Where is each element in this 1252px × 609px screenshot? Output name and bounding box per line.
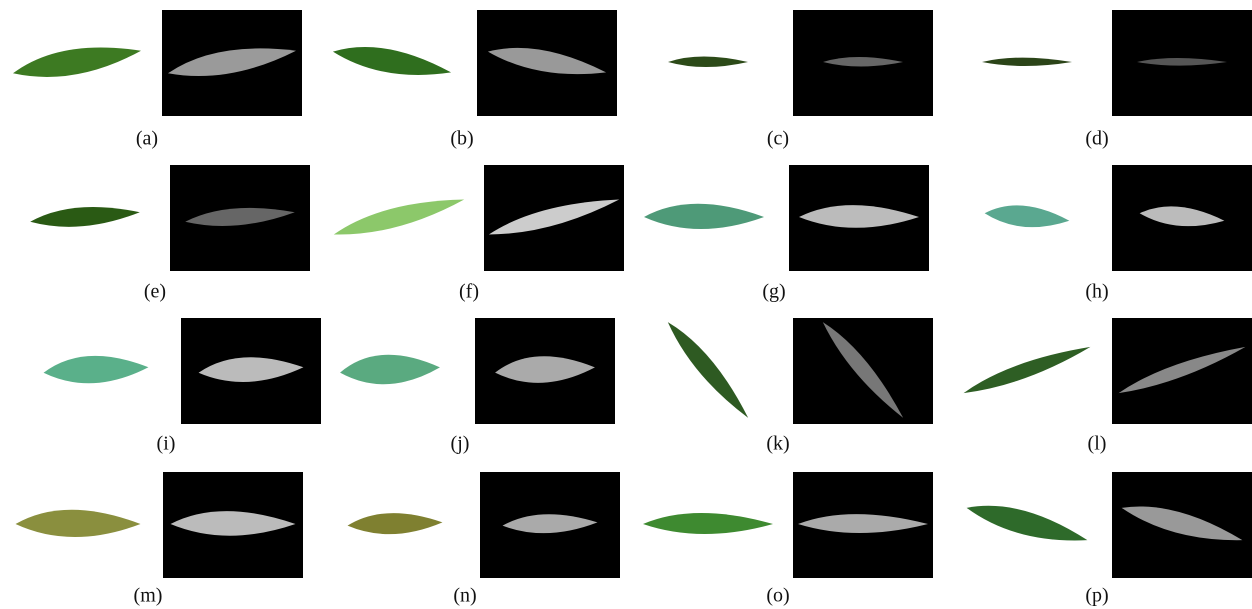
panel-label: (n) <box>453 585 476 607</box>
leaf-photo <box>961 340 1093 400</box>
panel-label: (i) <box>157 433 176 455</box>
leaf-photo <box>339 352 440 387</box>
panel-label: (j) <box>451 433 470 455</box>
panel-label: (h) <box>1085 281 1108 303</box>
panel-label: (k) <box>766 433 789 455</box>
leaf-photo <box>668 57 748 68</box>
figure: (a) (b) (c) (d) (e) (f) (g) (h) (i) (j) (k) (l) (m) (… <box>0 0 1252 609</box>
leaf-photo <box>984 202 1071 230</box>
leaf-photo <box>16 510 141 537</box>
panel-label: (p) <box>1085 585 1108 607</box>
panel-label: (l) <box>1088 433 1107 455</box>
leaf-photo <box>982 58 1072 66</box>
panel-label: (a) <box>136 128 158 150</box>
panel-label: (c) <box>767 128 789 150</box>
leaf-photo <box>662 316 755 423</box>
leaf-photo <box>331 40 453 84</box>
panel-label: (b) <box>450 128 473 150</box>
panel-label: (f) <box>459 281 479 303</box>
leaf-photo <box>43 353 149 386</box>
page: (a) (b) (c) (d) (e) (f) (g) (h) (i) (j) (k) (l) (m) (… <box>0 0 1252 609</box>
leaf-photo <box>11 38 143 85</box>
leaf-photo <box>643 513 773 534</box>
leaf-photo <box>331 190 466 243</box>
panel-label: (e) <box>144 281 166 303</box>
leaf-photo <box>644 204 764 229</box>
panel-label: (m) <box>134 585 163 607</box>
panel-label: (g) <box>762 281 785 303</box>
leaf-photo <box>29 202 140 230</box>
panel-label: (d) <box>1085 128 1108 150</box>
leaf-photo <box>347 511 443 535</box>
leaf-photo <box>964 496 1091 551</box>
panel-label: (o) <box>766 585 789 607</box>
